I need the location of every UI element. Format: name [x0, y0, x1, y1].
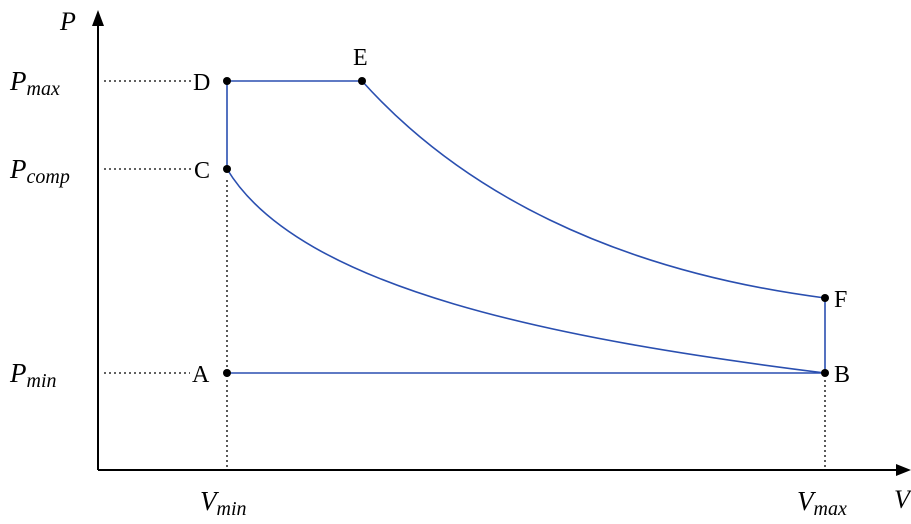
point-a-marker: [223, 369, 231, 377]
point-d-label: D: [193, 70, 210, 96]
point-a-label: A: [192, 362, 210, 388]
x-axis-title: V: [894, 485, 911, 514]
tick-pcomp: Pcomp: [9, 154, 70, 188]
y-axis-arrowhead: [92, 10, 104, 26]
point-c-marker: [223, 165, 231, 173]
process-e-f: [361, 80, 826, 299]
tick-pmax: Pmax: [9, 66, 60, 100]
cycle-path: [226, 80, 826, 374]
y-axis-title: P: [59, 7, 76, 36]
tick-vmin: Vmin: [200, 486, 247, 520]
tick-pmin: Pmin: [9, 358, 57, 392]
point-d-marker: [223, 77, 231, 85]
process-b-c: [226, 168, 826, 374]
point-b-label: B: [834, 362, 850, 388]
point-f-label: F: [834, 287, 847, 313]
point-c-label: C: [194, 158, 210, 184]
x-axis-arrowhead: [896, 464, 911, 476]
point-f-marker: [821, 294, 829, 302]
tick-vmax: Vmax: [797, 486, 847, 520]
point-b-marker: [821, 369, 829, 377]
point-e-marker: [358, 77, 366, 85]
point-e-label: E: [353, 45, 368, 71]
